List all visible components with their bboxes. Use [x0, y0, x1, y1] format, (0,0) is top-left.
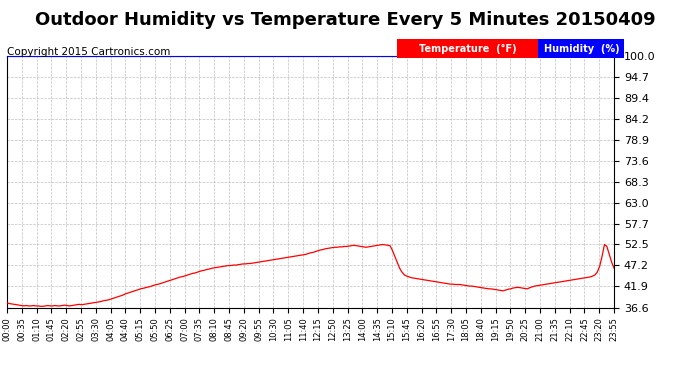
Text: Humidity  (%): Humidity (%) — [544, 44, 619, 54]
Text: Copyright 2015 Cartronics.com: Copyright 2015 Cartronics.com — [7, 47, 170, 57]
Text: Outdoor Humidity vs Temperature Every 5 Minutes 20150409: Outdoor Humidity vs Temperature Every 5 … — [34, 11, 655, 29]
Text: Temperature  (°F): Temperature (°F) — [419, 44, 516, 54]
